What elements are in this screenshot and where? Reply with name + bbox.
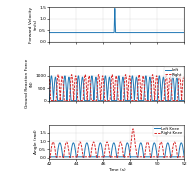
Right	[110, 77, 113, 79]
Left Knee	[55, 156, 57, 158]
Left Knee	[110, 151, 113, 153]
Left	[114, 99, 116, 102]
Right Knee	[55, 156, 58, 158]
Left Knee	[154, 146, 157, 148]
Left Knee	[179, 143, 181, 145]
Y-axis label: Angle (rad): Angle (rad)	[34, 130, 38, 154]
Right	[178, 73, 181, 76]
Left	[50, 75, 53, 77]
Right	[50, 99, 52, 102]
Left	[179, 99, 181, 102]
Line: Right: Right	[49, 75, 184, 100]
Right Knee	[132, 128, 134, 130]
Right Knee	[48, 156, 51, 158]
Left	[55, 81, 58, 83]
Left	[48, 99, 51, 102]
Left Knee	[183, 156, 185, 158]
Left	[110, 99, 113, 102]
Left	[154, 99, 157, 102]
Y-axis label: Forward Velocity
(m/s): Forward Velocity (m/s)	[29, 7, 38, 43]
Y-axis label: Ground Reaction Force
(N): Ground Reaction Force (N)	[25, 59, 34, 108]
Legend: Left Knee, Right Knee: Left Knee, Right Knee	[153, 125, 184, 136]
Right Knee	[49, 157, 51, 159]
Left Knee	[48, 156, 51, 158]
Right Knee	[183, 156, 185, 158]
Right Knee	[110, 156, 113, 158]
Right	[114, 83, 116, 86]
Line: Right Knee: Right Knee	[49, 129, 184, 158]
Right	[179, 80, 182, 82]
Right	[179, 79, 182, 81]
Right	[55, 95, 58, 98]
Right	[183, 78, 185, 80]
Right	[154, 81, 157, 83]
Left	[183, 99, 185, 102]
Right Knee	[155, 156, 157, 158]
Right	[48, 78, 51, 80]
Line: Left: Left	[49, 76, 184, 100]
Left Knee	[180, 142, 182, 144]
Line: Left Knee: Left Knee	[49, 143, 184, 158]
Legend: Left, Right: Left, Right	[164, 67, 184, 78]
Left Knee	[179, 143, 182, 145]
Left Knee	[114, 145, 116, 147]
Right Knee	[179, 156, 182, 158]
X-axis label: Time (s): Time (s)	[108, 168, 126, 172]
Right Knee	[179, 156, 182, 158]
Right Knee	[114, 156, 116, 158]
Left	[179, 99, 182, 102]
Left Knee	[56, 157, 58, 159]
